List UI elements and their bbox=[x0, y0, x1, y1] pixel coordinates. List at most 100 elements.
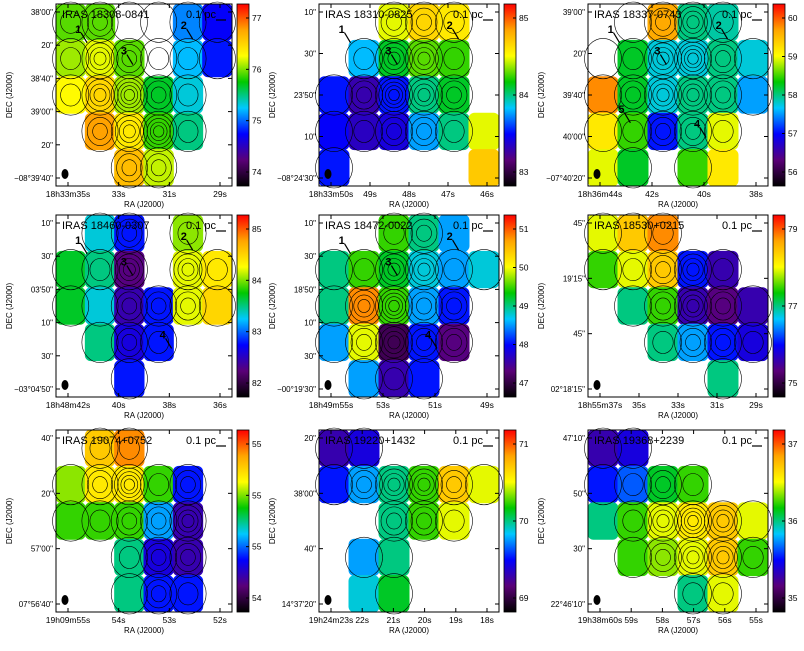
velocity-cell bbox=[143, 465, 174, 504]
velocity-cell bbox=[647, 76, 679, 114]
contour-line bbox=[81, 427, 119, 469]
panel-8: 19h24m23s 22s 21s 20s 19s 18s 20" 38'00" 40" 14°3… bbox=[268, 427, 529, 635]
arrow-label: 2 bbox=[447, 20, 453, 32]
contour-line bbox=[116, 218, 143, 248]
contour-line bbox=[674, 321, 712, 363]
velocity-cell bbox=[438, 502, 470, 540]
contour-line bbox=[656, 514, 670, 528]
contour-line bbox=[110, 321, 148, 363]
contour-line bbox=[682, 582, 704, 606]
contour-line bbox=[353, 294, 375, 318]
contour-line bbox=[315, 464, 353, 506]
contour-line bbox=[443, 119, 465, 143]
y-tick-label: 30" bbox=[304, 252, 316, 261]
x-tick-label: 31s bbox=[710, 400, 724, 410]
x-tick-label: 48s bbox=[402, 189, 416, 199]
scale-bar-label: 0.1 pc bbox=[453, 220, 483, 232]
contour-line bbox=[60, 10, 82, 34]
y-axis-label: DEC (J2000) bbox=[537, 283, 546, 330]
arrow-label: 3 bbox=[654, 46, 660, 58]
contour-line bbox=[405, 249, 443, 291]
velocity-cell bbox=[587, 465, 619, 504]
contour-line bbox=[140, 285, 178, 327]
contour-line bbox=[712, 10, 734, 34]
x-tick-label: 38s bbox=[749, 189, 763, 199]
contour-line bbox=[440, 80, 468, 110]
velocity-cell bbox=[318, 76, 350, 114]
contour-line bbox=[687, 515, 699, 527]
contour-line bbox=[405, 321, 443, 363]
colorbar-tick-label: 79 bbox=[788, 224, 798, 234]
colorbar-tick-label: 85 bbox=[252, 224, 262, 234]
velocity-cell bbox=[408, 76, 440, 114]
y-axis-label: DEC (J2000) bbox=[537, 72, 546, 119]
contour-line bbox=[315, 147, 353, 189]
contour-line bbox=[60, 83, 82, 107]
panel-title: IRAS 19368+2239 bbox=[594, 435, 684, 447]
contour-line bbox=[682, 83, 704, 107]
colorbar bbox=[236, 3, 250, 187]
annotation-arrow bbox=[390, 54, 398, 65]
velocity-cell bbox=[348, 76, 380, 114]
contour-line bbox=[684, 49, 702, 69]
contour-line bbox=[177, 582, 199, 606]
contour-line bbox=[116, 506, 143, 536]
velocity-cell bbox=[408, 250, 440, 289]
velocity-cell bbox=[647, 538, 679, 577]
velocity-cell bbox=[677, 250, 709, 289]
colorbar-tick-label: 35 bbox=[788, 593, 798, 603]
velocity-cell bbox=[84, 39, 116, 78]
arrow-label: 1 bbox=[75, 235, 81, 247]
contour-line bbox=[410, 291, 438, 321]
contour-line bbox=[110, 74, 148, 116]
contour-line bbox=[652, 83, 674, 107]
contour-line bbox=[121, 334, 138, 351]
y-tick-label: 38'00" bbox=[294, 489, 316, 498]
velocity-cell bbox=[84, 76, 116, 114]
contour-line bbox=[375, 500, 413, 542]
velocity-cell bbox=[172, 575, 204, 613]
contour-line bbox=[345, 536, 383, 578]
x-axis-label: RA (J2000) bbox=[389, 626, 429, 635]
contour-line bbox=[173, 253, 203, 286]
velocity-cell bbox=[647, 214, 679, 252]
velocity-cell bbox=[617, 149, 649, 187]
velocity-cell bbox=[737, 502, 769, 540]
contour-line bbox=[405, 1, 443, 43]
contour-line bbox=[410, 327, 438, 357]
contour-line bbox=[145, 291, 172, 321]
contour-line bbox=[345, 38, 383, 80]
arrow-label: 3 bbox=[121, 257, 127, 269]
y-tick-label: 07°56'40" bbox=[19, 600, 53, 609]
contour-line bbox=[145, 506, 172, 536]
contour-line bbox=[380, 7, 408, 37]
contour-line bbox=[81, 110, 119, 152]
contour-line bbox=[648, 42, 678, 75]
contour-line bbox=[649, 470, 677, 500]
contour-line bbox=[416, 512, 432, 530]
contour-line bbox=[622, 47, 644, 71]
panel-frame bbox=[587, 429, 769, 613]
contour-line bbox=[674, 536, 712, 578]
velocity-cell bbox=[468, 250, 500, 289]
contour-line bbox=[704, 573, 742, 615]
colorbar-tick-label: 50 bbox=[519, 263, 529, 273]
contour-line bbox=[110, 536, 148, 578]
contour-line bbox=[198, 38, 236, 80]
velocity-cell bbox=[114, 538, 145, 577]
x-tick-label: 58s bbox=[656, 615, 670, 625]
velocity-cell bbox=[617, 287, 649, 325]
contour-line bbox=[686, 262, 700, 277]
contour-line bbox=[405, 285, 443, 327]
contour-line bbox=[655, 476, 671, 493]
x-tick-label: 19h38m60s bbox=[578, 615, 622, 625]
contour-line bbox=[174, 291, 202, 321]
y-tick-label: 47'10" bbox=[563, 434, 585, 443]
velocity-cell bbox=[172, 538, 204, 577]
colorbar-tick-label: 82 bbox=[252, 378, 262, 388]
contour-line bbox=[644, 500, 682, 542]
contour-line bbox=[383, 367, 405, 391]
contour-line bbox=[110, 38, 148, 80]
x-tick-label: 18h36m44s bbox=[578, 189, 622, 199]
x-tick-label: 19h09m55s bbox=[46, 615, 90, 625]
